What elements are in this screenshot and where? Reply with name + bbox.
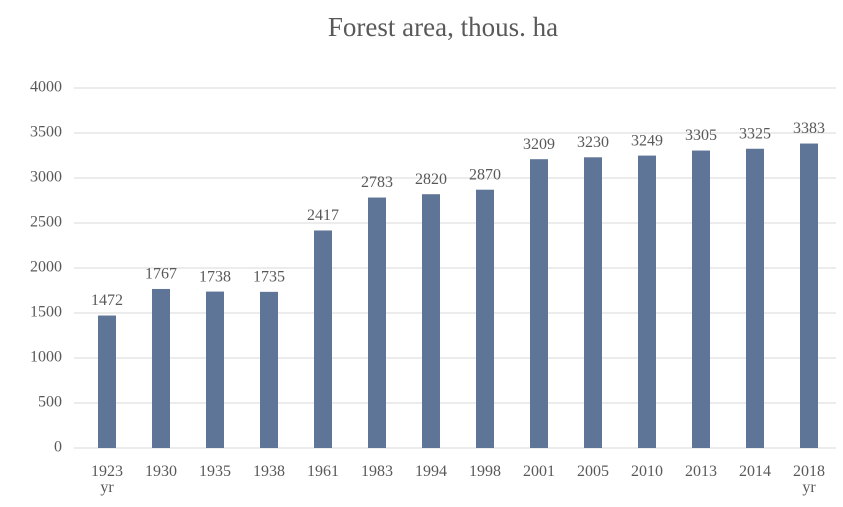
x-tick-label: 2010 <box>631 463 663 480</box>
bar <box>692 150 710 449</box>
data-label: 1472 <box>91 292 123 309</box>
bar <box>476 189 494 448</box>
chart-title: Forest area, thous. ha <box>328 12 558 42</box>
data-label: 1735 <box>253 269 285 286</box>
y-tick-label: 3500 <box>30 124 62 141</box>
data-label: 3325 <box>739 125 771 142</box>
x-tick-label: 1935 <box>199 463 231 480</box>
bar <box>530 159 548 448</box>
x-tick-label: 1938 <box>253 463 285 480</box>
x-tick-label: 1994 <box>415 463 447 480</box>
bar <box>260 291 278 448</box>
x-tick-label: 2001 <box>523 463 555 480</box>
data-label: 2870 <box>469 166 501 183</box>
y-tick-label: 2000 <box>30 259 62 276</box>
data-label: 2820 <box>415 171 447 188</box>
x-tick-label: 2014 <box>739 463 771 480</box>
x-tick-label: 1961 <box>307 463 339 480</box>
y-tick-label: 500 <box>38 394 62 411</box>
bar <box>422 194 440 448</box>
bar <box>584 157 602 449</box>
data-label: 3305 <box>685 127 717 144</box>
bar <box>368 197 386 448</box>
bar <box>746 148 764 448</box>
x-tick-label: 2013 <box>685 463 717 480</box>
bar <box>800 143 818 448</box>
x-tick-label: 1930 <box>145 463 177 480</box>
x-tick-label: 2005 <box>577 463 609 480</box>
bar <box>638 155 656 448</box>
data-label: 1738 <box>199 268 231 285</box>
y-tick-label: 0 <box>54 439 62 456</box>
data-label: 2417 <box>307 207 339 224</box>
bar <box>98 315 116 448</box>
data-label: 2783 <box>361 174 393 191</box>
x-tick-label: 1983 <box>361 463 393 480</box>
data-label: 3209 <box>523 136 555 153</box>
x-tick-label: 2018 yr <box>793 463 825 496</box>
y-tick-label: 2500 <box>30 214 62 231</box>
bar <box>314 230 332 448</box>
y-tick-label: 1500 <box>30 304 62 321</box>
bar <box>206 291 224 448</box>
y-tick-label: 1000 <box>30 349 62 366</box>
data-label: 1767 <box>145 266 177 283</box>
x-tick-label: 1923 yr <box>91 463 123 496</box>
data-label: 3383 <box>793 120 825 137</box>
data-label: 3249 <box>631 132 663 149</box>
data-label: 3230 <box>577 134 609 151</box>
x-tick-label: 1998 <box>469 463 501 480</box>
y-tick-label: 4000 <box>30 79 62 96</box>
y-tick-label: 3000 <box>30 169 62 186</box>
bar <box>152 288 170 448</box>
